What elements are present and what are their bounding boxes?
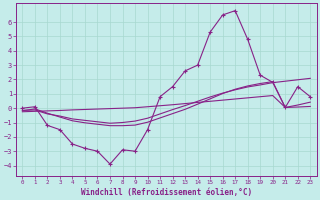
X-axis label: Windchill (Refroidissement éolien,°C): Windchill (Refroidissement éolien,°C) [81,188,252,197]
